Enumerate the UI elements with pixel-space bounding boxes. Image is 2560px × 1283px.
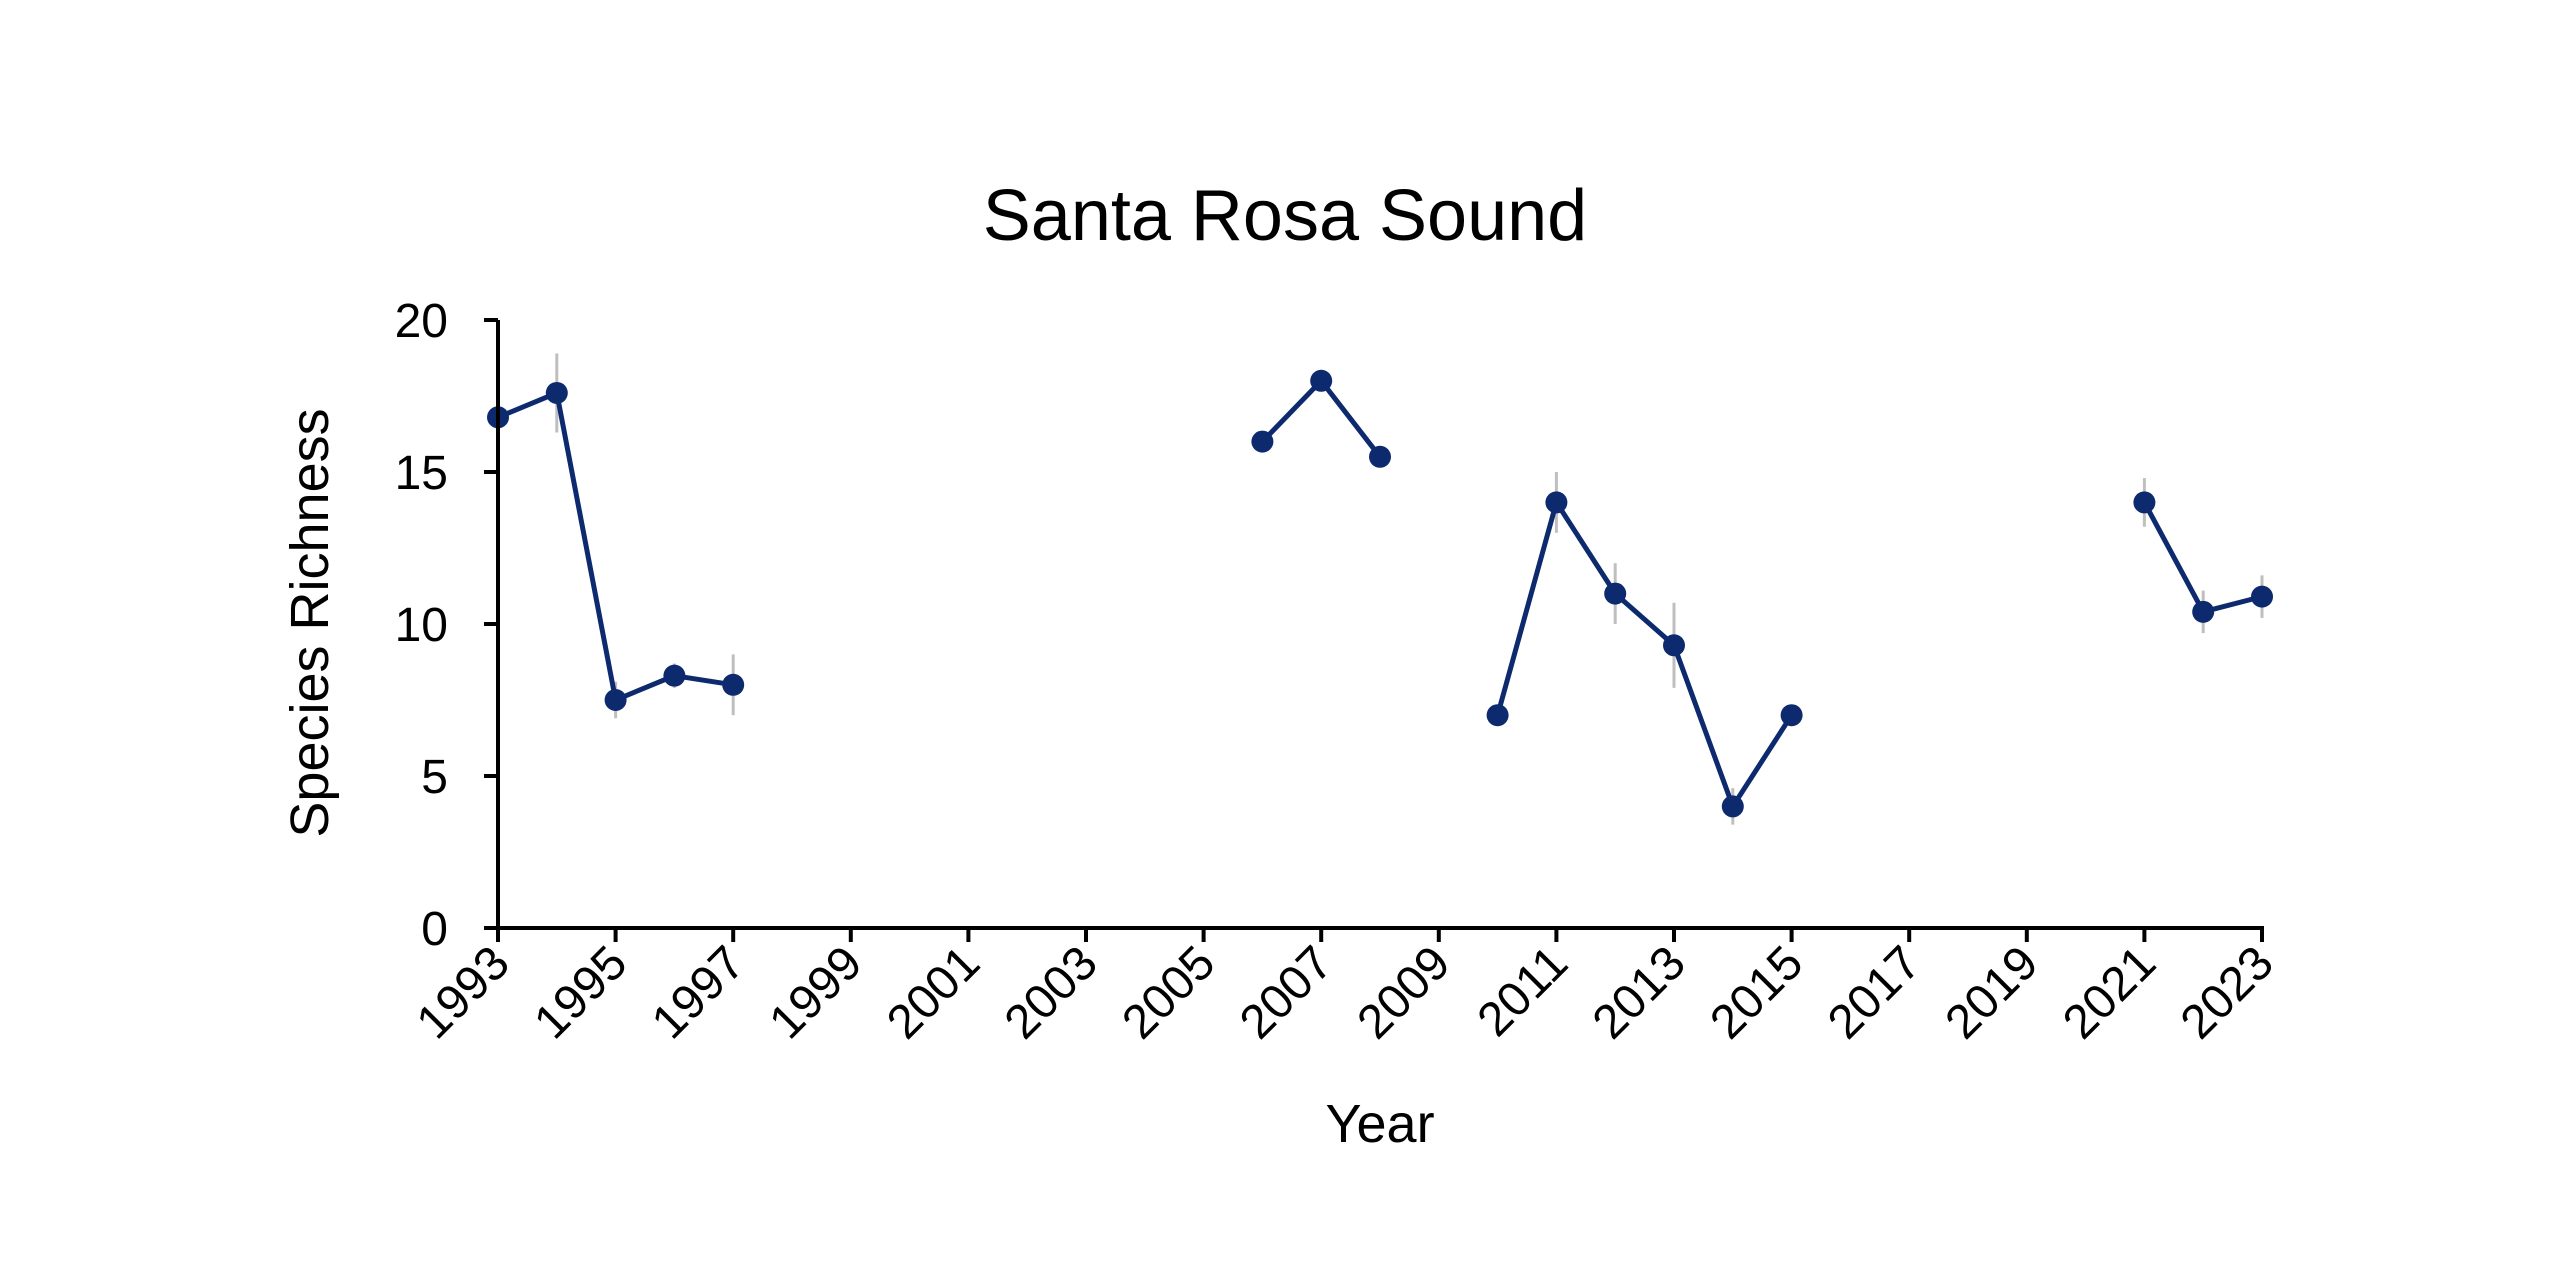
x-tick-label: 2021 (2053, 936, 2166, 1049)
y-tick-label: 5 (421, 751, 448, 804)
data-point (1545, 491, 1568, 514)
series-line-segment (1495, 499, 1795, 809)
data-point (2133, 491, 2156, 514)
data-point (663, 664, 686, 687)
series-line-segment (495, 390, 736, 703)
y-axis-ticks: 0 5 10 15 20 (395, 295, 498, 956)
error-bars (496, 353, 2264, 825)
series-points (487, 369, 2273, 818)
x-tick-label: 2017 (1818, 936, 1931, 1049)
x-tick-label: 1997 (642, 936, 755, 1049)
data-point (1251, 430, 1274, 453)
x-tick-label: 1999 (760, 936, 873, 1049)
y-tick-label: 0 (421, 903, 448, 956)
data-point (545, 381, 568, 404)
series-line-segment (1259, 378, 1383, 460)
y-tick-label: 10 (395, 599, 448, 652)
x-tick-label: 2009 (1348, 936, 1461, 1049)
y-tick-label: 20 (395, 295, 448, 348)
chart-title: Santa Rosa Sound (983, 176, 1587, 256)
x-tick-label: 2007 (1230, 936, 1343, 1049)
data-point (1780, 704, 1803, 727)
x-tick-label: 2013 (1583, 936, 1696, 1049)
x-tick-label: 1995 (524, 936, 637, 1049)
data-point (1310, 369, 1333, 392)
data-point (1604, 582, 1627, 605)
data-point (1721, 795, 1744, 818)
x-tick-label: 2015 (1700, 936, 1813, 1049)
data-point (1486, 704, 1509, 727)
y-tick-label: 15 (395, 447, 448, 500)
x-axis-ticks: 1993 1995 1997 1999 2001 2003 2005 2007 2009 2011… (407, 928, 2284, 1049)
x-tick-label: 2001 (877, 936, 990, 1049)
x-tick-label: 2023 (2171, 936, 2284, 1049)
data-point (1369, 445, 1391, 468)
y-axis-title: Species Richness (280, 408, 340, 837)
x-axis-title: Year (1325, 1094, 1434, 1154)
series-lines (495, 378, 2265, 809)
data-point (604, 689, 627, 711)
x-tick-label: 2003 (995, 936, 1108, 1049)
data-point (1663, 634, 1685, 657)
data-point (2192, 600, 2215, 623)
x-tick-label: 2011 (1468, 936, 1578, 1046)
x-tick-label: 2019 (1936, 936, 2049, 1049)
x-tick-label: 2005 (1112, 936, 1225, 1049)
data-point (722, 673, 745, 696)
data-point (2251, 585, 2273, 608)
